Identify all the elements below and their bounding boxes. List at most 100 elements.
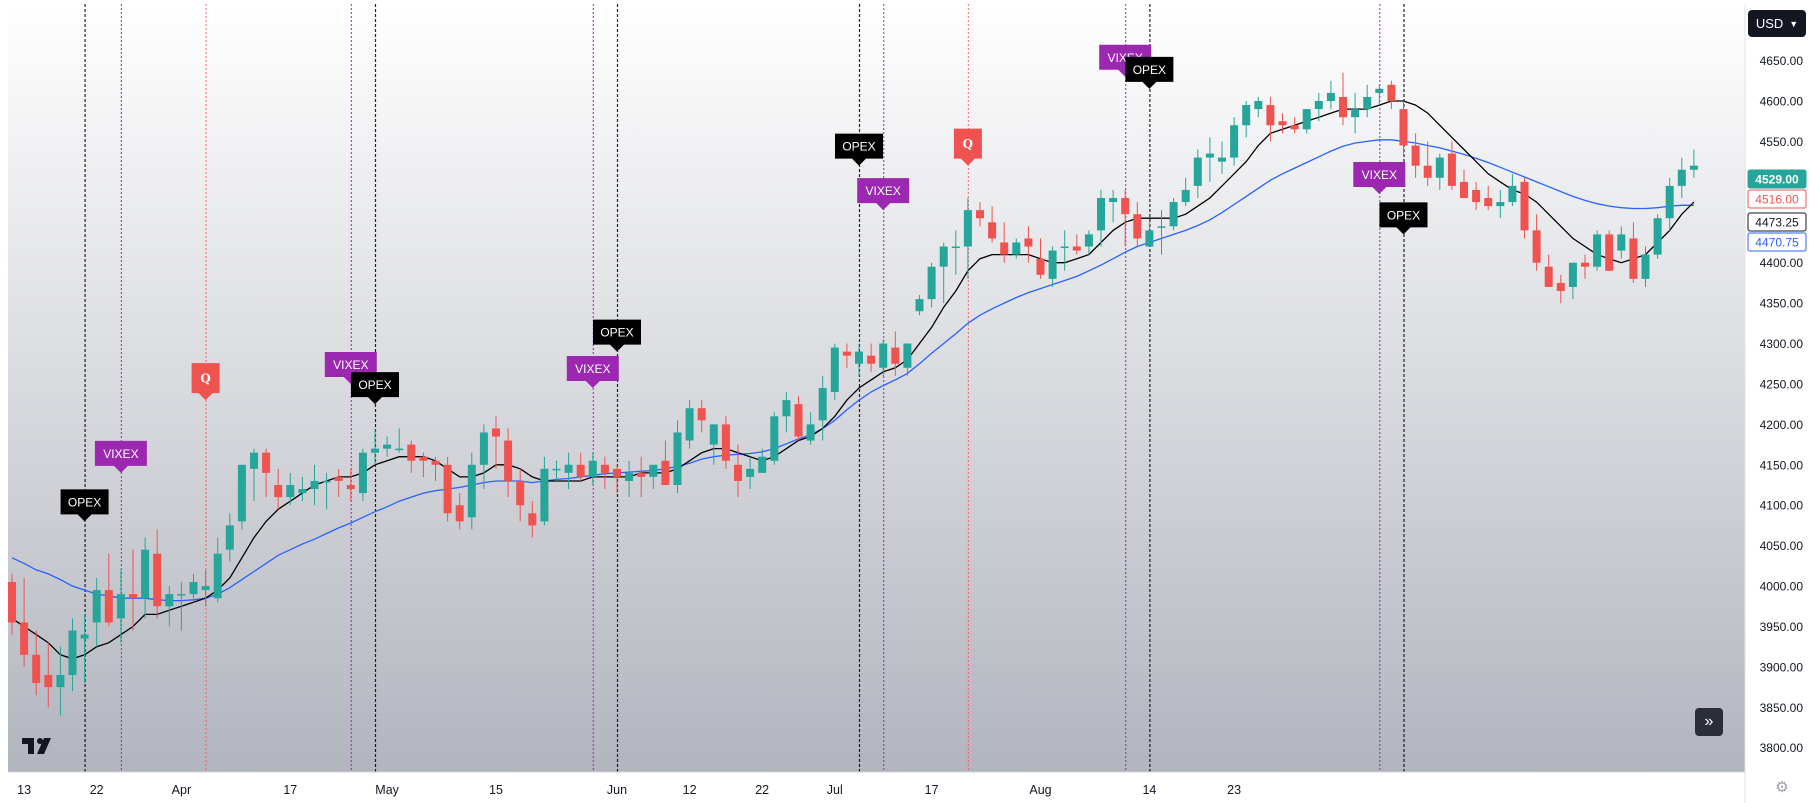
currency-button[interactable]: USD ▼ (1748, 10, 1806, 37)
candle-body (467, 464, 476, 518)
candle-9 (116, 569, 125, 643)
candle-body (588, 460, 597, 477)
candle-body (1097, 198, 1105, 231)
candle-body (1024, 238, 1033, 247)
candle-body (1339, 96, 1347, 118)
candle-6 (80, 614, 89, 684)
candle-body (867, 355, 876, 364)
x-tick-label: 23 (1227, 783, 1241, 797)
price-label-text: 4516.00 (1755, 193, 1799, 207)
candle-28 (346, 468, 355, 502)
candle-29 (358, 448, 367, 502)
x-tick-label: Jun (607, 783, 627, 797)
candle-body (1641, 254, 1650, 279)
candle-body (685, 408, 694, 441)
marker-shape (1353, 161, 1406, 194)
candle-105 (1278, 113, 1287, 134)
event-marker-opex-7[interactable]: OPEX (835, 133, 883, 166)
candle-body (976, 210, 984, 219)
gear-icon[interactable]: ⚙ (1775, 779, 1789, 796)
candle-7 (92, 577, 101, 647)
candle-124 (1508, 173, 1517, 207)
event-marker-vixex-1[interactable]: VIXEX (94, 440, 147, 473)
candle-1 (20, 577, 29, 667)
time-axis[interactable]: 13 22 Apr 17 May 15 Jun 12 22 Jul 17 Aug 14 23 (17, 783, 1241, 797)
candle-body (1278, 121, 1287, 126)
candle-body (1266, 105, 1275, 126)
event-marker-opex-6[interactable]: OPEX (593, 319, 641, 352)
candle-112 (1363, 84, 1372, 118)
event-marker-vixex-12[interactable]: VIXEX (1353, 161, 1406, 194)
candle-18 (225, 513, 234, 562)
event-marker-q-9[interactable]: Q (953, 128, 982, 166)
candle-body (1363, 96, 1372, 110)
candle-body (1653, 218, 1662, 255)
candle-body (1447, 153, 1456, 186)
candle-103 (1254, 96, 1263, 118)
candle-119 (1447, 141, 1456, 190)
candle-body (407, 444, 416, 461)
candle-body (1048, 250, 1057, 279)
candle-58 (709, 424, 718, 465)
event-marker-q-2[interactable]: Q (191, 363, 220, 401)
candle-80 (976, 202, 984, 227)
candle-26 (322, 472, 331, 510)
candle-body (492, 428, 500, 437)
candle-71 (867, 343, 876, 372)
candle-34 (419, 452, 428, 477)
candle-body (1411, 145, 1420, 166)
scroll-to-realtime-button[interactable]: » (1695, 708, 1723, 736)
y-tick-label: 4600.00 (1760, 95, 1804, 109)
candle-body (661, 460, 670, 486)
candle-126 (1532, 214, 1541, 271)
marker-shape (857, 178, 910, 211)
event-marker-opex-0[interactable]: OPEX (60, 489, 109, 522)
candle-body (927, 266, 936, 300)
candle-0 (8, 573, 16, 635)
candle-body (1121, 198, 1130, 215)
double-chevron-right-icon: » (1704, 713, 1714, 730)
price-label-black: 4473.25 (1747, 212, 1807, 232)
candle-body (842, 351, 851, 356)
candle-40 (492, 416, 500, 469)
event-marker-vixex-8[interactable]: VIXEX (857, 178, 910, 211)
candle-body (8, 582, 16, 623)
y-tick-label: 4300.00 (1760, 337, 1804, 351)
tradingview-logo-icon[interactable] (20, 734, 58, 756)
candle-body (1145, 230, 1154, 247)
candle-body (1617, 234, 1626, 251)
y-tick-label: 4400.00 (1760, 256, 1804, 270)
event-marker-opex-11[interactable]: OPEX (1125, 56, 1174, 89)
x-tick-label: Jul (827, 783, 843, 797)
candle-91 (1109, 189, 1118, 223)
event-marker-vixex-5[interactable]: VIXEX (566, 356, 619, 388)
candle-114 (1387, 80, 1396, 110)
candle-body (1593, 234, 1602, 267)
candle-body (237, 464, 246, 522)
event-marker-opex-4[interactable]: OPEX (351, 372, 399, 405)
candle-body (213, 553, 222, 599)
candle-65 (794, 396, 803, 441)
candle-36 (443, 456, 452, 522)
candle-82 (1000, 222, 1009, 263)
candle-body (891, 347, 900, 364)
price-label-blue: 4470.75 (1747, 232, 1807, 252)
candle-50 (613, 464, 621, 494)
candle-body (951, 246, 960, 249)
candle-60 (734, 444, 742, 498)
x-tick-label: 15 (489, 783, 503, 797)
plot-background (8, 4, 1745, 772)
candle-body (201, 586, 210, 591)
candle-17 (213, 537, 222, 603)
candle-54 (661, 440, 670, 486)
price-labels: 4529.00 4516.00 4473.25 4470.75 (1747, 169, 1807, 252)
candle-body (1399, 109, 1408, 146)
candle-95 (1157, 210, 1166, 255)
marker-shape (835, 133, 883, 166)
candle-106 (1290, 117, 1299, 134)
event-marker-opex-13[interactable]: OPEX (1379, 202, 1428, 235)
candle-body (988, 222, 997, 239)
x-tick-label: 14 (1142, 783, 1156, 797)
candle-137 (1665, 177, 1674, 231)
